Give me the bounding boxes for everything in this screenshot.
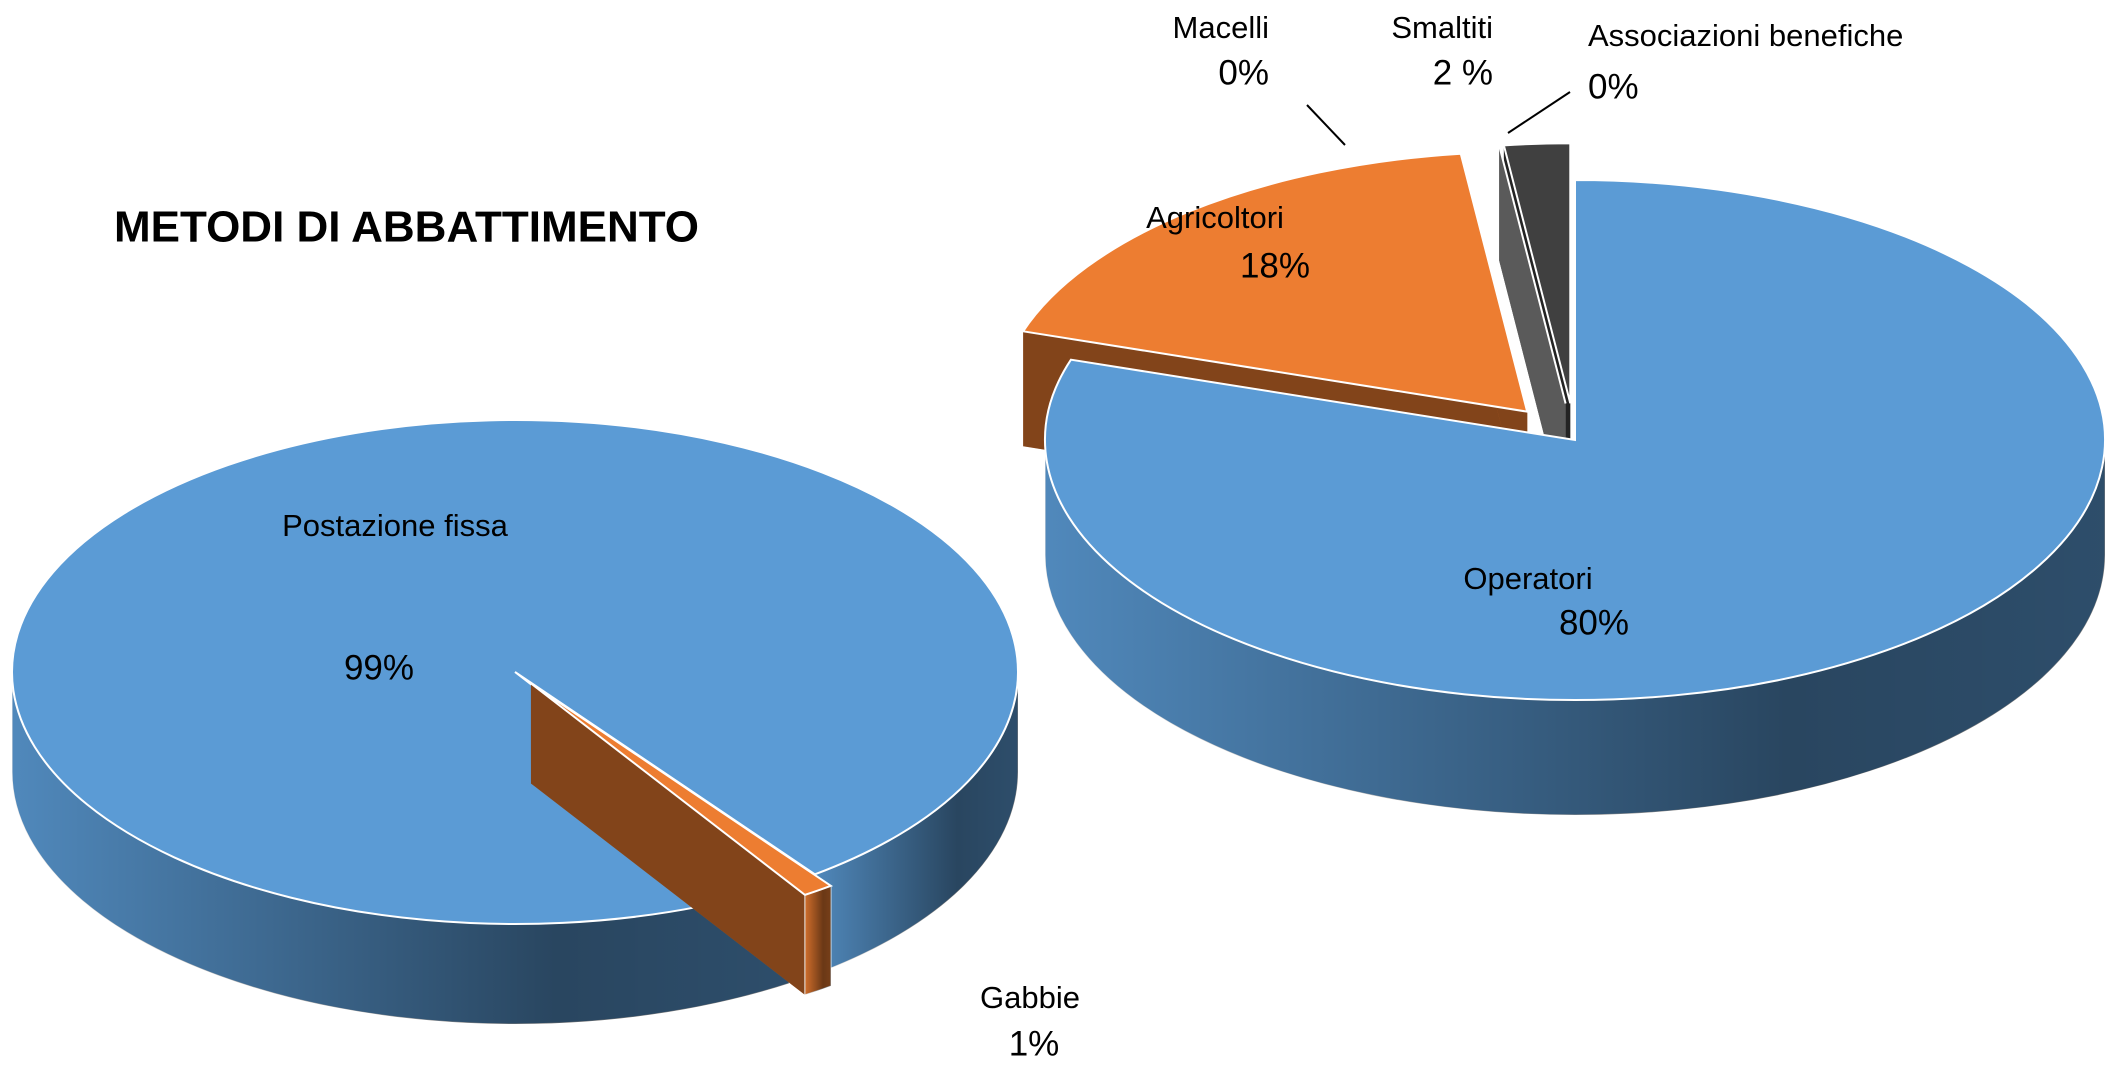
pie-slice bbox=[1044, 178, 2105, 701]
slice bbox=[1498, 145, 1567, 519]
slice-wall-shade bbox=[1499, 145, 1566, 519]
slice-value-label: 0% bbox=[1218, 53, 1269, 92]
pie-slice bbox=[1021, 152, 1529, 413]
slice-wall-shade bbox=[530, 683, 805, 995]
leader-line bbox=[1507, 91, 1571, 134]
slice bbox=[1044, 178, 2105, 816]
slice-wall bbox=[530, 683, 805, 995]
slice-label: Smaltiti bbox=[1391, 10, 1493, 45]
chart-title: METODI DI ABBATTIMENTO bbox=[114, 203, 699, 252]
slice-wall bbox=[1499, 145, 1566, 519]
pie-slice bbox=[11, 419, 1019, 925]
slice-value-label: 2 % bbox=[1433, 53, 1493, 92]
slice-value-label: 99% bbox=[344, 648, 414, 687]
slice-value-label: 0% bbox=[1588, 67, 1639, 106]
leader-line bbox=[1306, 104, 1346, 146]
slice-label: Agricoltori bbox=[1146, 200, 1284, 235]
slice-label: Postazione fissa bbox=[282, 508, 508, 543]
slice bbox=[530, 682, 834, 996]
slice-value-label: 80% bbox=[1559, 603, 1629, 642]
slice-side-shade bbox=[804, 885, 831, 995]
slice-label: Associazioni benefiche bbox=[1588, 18, 1903, 53]
slice bbox=[11, 419, 1019, 1025]
slice-value-label: 18% bbox=[1240, 246, 1310, 285]
slice-label: Macelli bbox=[1173, 10, 1269, 45]
slice-side-shade bbox=[814, 672, 1018, 975]
slice-label: Gabbie bbox=[980, 980, 1080, 1015]
slice-side-shade bbox=[1045, 440, 2105, 815]
pie-slice bbox=[1502, 142, 1572, 404]
slice-side-shade bbox=[12, 672, 789, 1025]
slice-label: Operatori bbox=[1463, 561, 1592, 596]
slice-value-label: 1% bbox=[1009, 1024, 1060, 1063]
pie-slice bbox=[530, 682, 834, 896]
